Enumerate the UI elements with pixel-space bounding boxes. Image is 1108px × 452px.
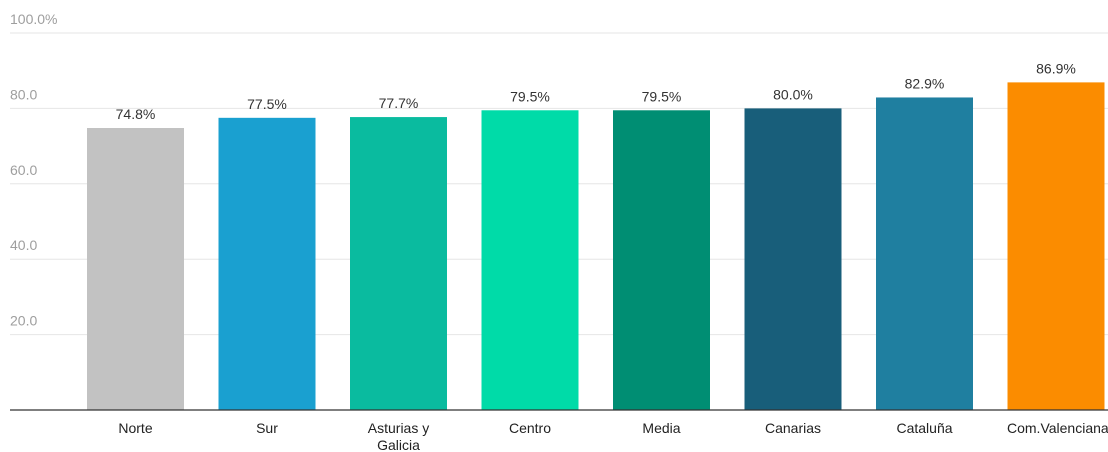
category-label: Media [642, 420, 680, 436]
bar [613, 110, 710, 410]
data-label: 74.8% [116, 106, 156, 122]
y-tick-label: 80.0 [10, 86, 37, 102]
data-label: 77.5% [247, 96, 287, 112]
bar [87, 128, 184, 410]
bar [1007, 82, 1105, 411]
data-labels: 74.8% 77.5% 77.7% 79.5% 79.5% 80.0% 82.9% 86.9% [116, 60, 1076, 122]
bar [218, 117, 316, 410]
data-label: 79.5% [510, 88, 550, 104]
data-label: 82.9% [905, 75, 945, 91]
bars [87, 82, 1105, 411]
category-label: Asturias y [368, 420, 429, 436]
data-label: 79.5% [642, 88, 682, 104]
bar [744, 108, 842, 411]
category-label: Com.Valenciana [1007, 420, 1108, 436]
data-label: 80.0% [773, 86, 813, 102]
y-tick-label: 20.0 [10, 313, 37, 329]
category-label: Canarias [765, 420, 821, 436]
category-label: Centro [509, 420, 551, 436]
category-label: Galicia [377, 437, 420, 452]
category-label: Norte [118, 420, 152, 436]
y-tick-label: 40.0 [10, 237, 37, 253]
bar [876, 97, 973, 410]
data-label: 86.9% [1036, 60, 1076, 76]
category-label: Sur [256, 420, 278, 436]
category-label: Cataluña [896, 420, 952, 436]
bar [350, 117, 447, 411]
bar [481, 110, 579, 410]
y-tick-label: 100.0% [10, 11, 57, 27]
data-label: 77.7% [379, 95, 419, 111]
y-tick-label: 60.0 [10, 162, 37, 178]
